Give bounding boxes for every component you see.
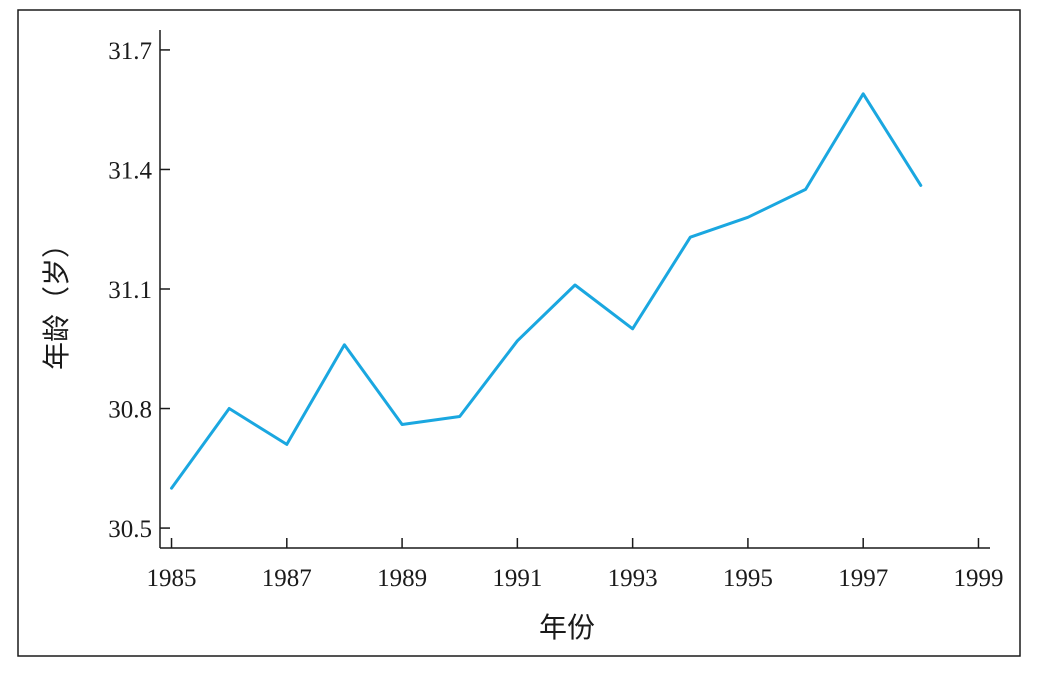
y-axis-ticks: 30.5 30.8 31.1 31.4 31.7 — [108, 38, 170, 543]
y-tick-label: 31.7 — [108, 38, 152, 65]
x-tick-label: 1991 — [492, 565, 542, 592]
series-layer — [170, 92, 923, 490]
x-tick-label: 1987 — [262, 565, 312, 592]
chart-border — [17, 9, 1021, 657]
y-tick-label: 30.5 — [108, 516, 152, 543]
x-tick-label: 1995 — [723, 565, 773, 592]
x-axis-ticks: 1985 1987 1989 1991 1993 1995 1997 1999 — [147, 538, 1003, 592]
y-tick-label: 30.8 — [108, 397, 152, 424]
x-tick-label: 1989 — [377, 565, 427, 592]
x-tick-label: 1997 — [838, 565, 888, 592]
y-tick-label: 31.1 — [108, 277, 152, 304]
x-tick-label: 1993 — [608, 565, 658, 592]
y-axis-title: 年龄（岁） — [41, 230, 73, 370]
series-line — [170, 92, 923, 490]
y-tick-label: 31.4 — [108, 157, 152, 184]
x-tick-label: 1985 — [147, 565, 197, 592]
x-tick-label: 1999 — [953, 565, 1003, 592]
x-axis-title: 年份 — [539, 612, 595, 644]
